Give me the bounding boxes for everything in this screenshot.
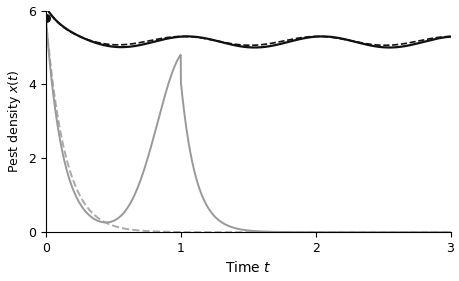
Y-axis label: Pest density $x(t)$: Pest density $x(t)$	[6, 70, 22, 173]
X-axis label: Time $t$: Time $t$	[224, 260, 271, 275]
